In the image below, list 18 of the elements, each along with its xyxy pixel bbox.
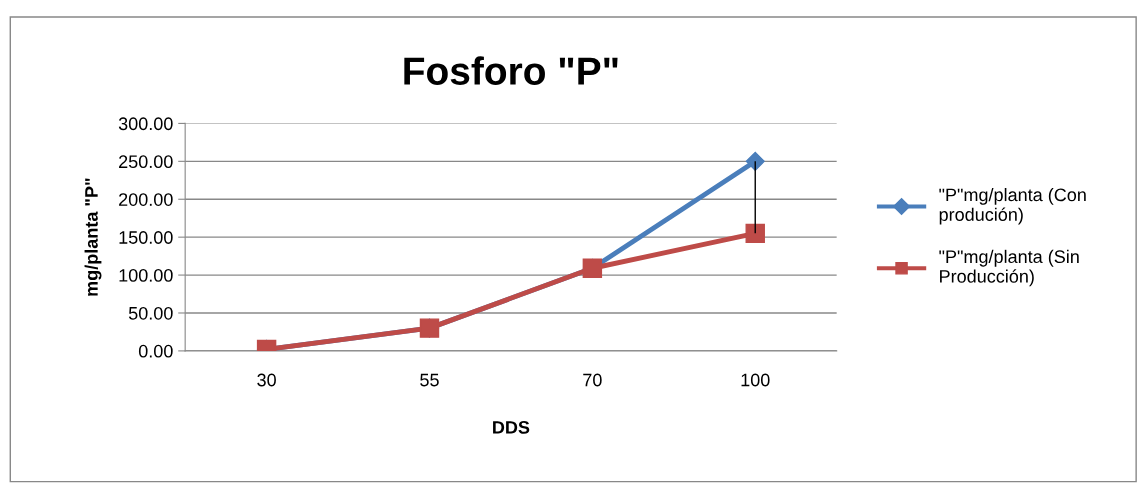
point	[745, 151, 765, 171]
x-tick-label: 55	[420, 373, 439, 387]
legend-label: "P"mg/planta (Con produción)	[939, 187, 1086, 225]
y-tick-label: 300.00	[118, 117, 173, 131]
x-tick-label: 100	[741, 373, 770, 387]
y-tick-label: 150.00	[119, 231, 173, 244]
x-axis-title: DDS	[493, 420, 530, 434]
y-tick-label: 250.00	[119, 155, 173, 169]
y-axis-title: mg/planta "P"	[84, 178, 102, 296]
point	[745, 223, 765, 244]
x-tick-label: 70	[583, 373, 602, 387]
y-tick-label: 0.00	[138, 344, 173, 358]
y-tick-label: 200.00	[119, 193, 173, 206]
legend-label: "P"mg/planta (Sin Producción)	[939, 249, 1079, 287]
x-tick-label: 30	[257, 373, 276, 387]
y-tick-label: 50.00	[128, 306, 173, 320]
chart-title: Fosforo "P"	[404, 56, 618, 85]
y-tick-label: 100.00	[119, 269, 173, 282]
